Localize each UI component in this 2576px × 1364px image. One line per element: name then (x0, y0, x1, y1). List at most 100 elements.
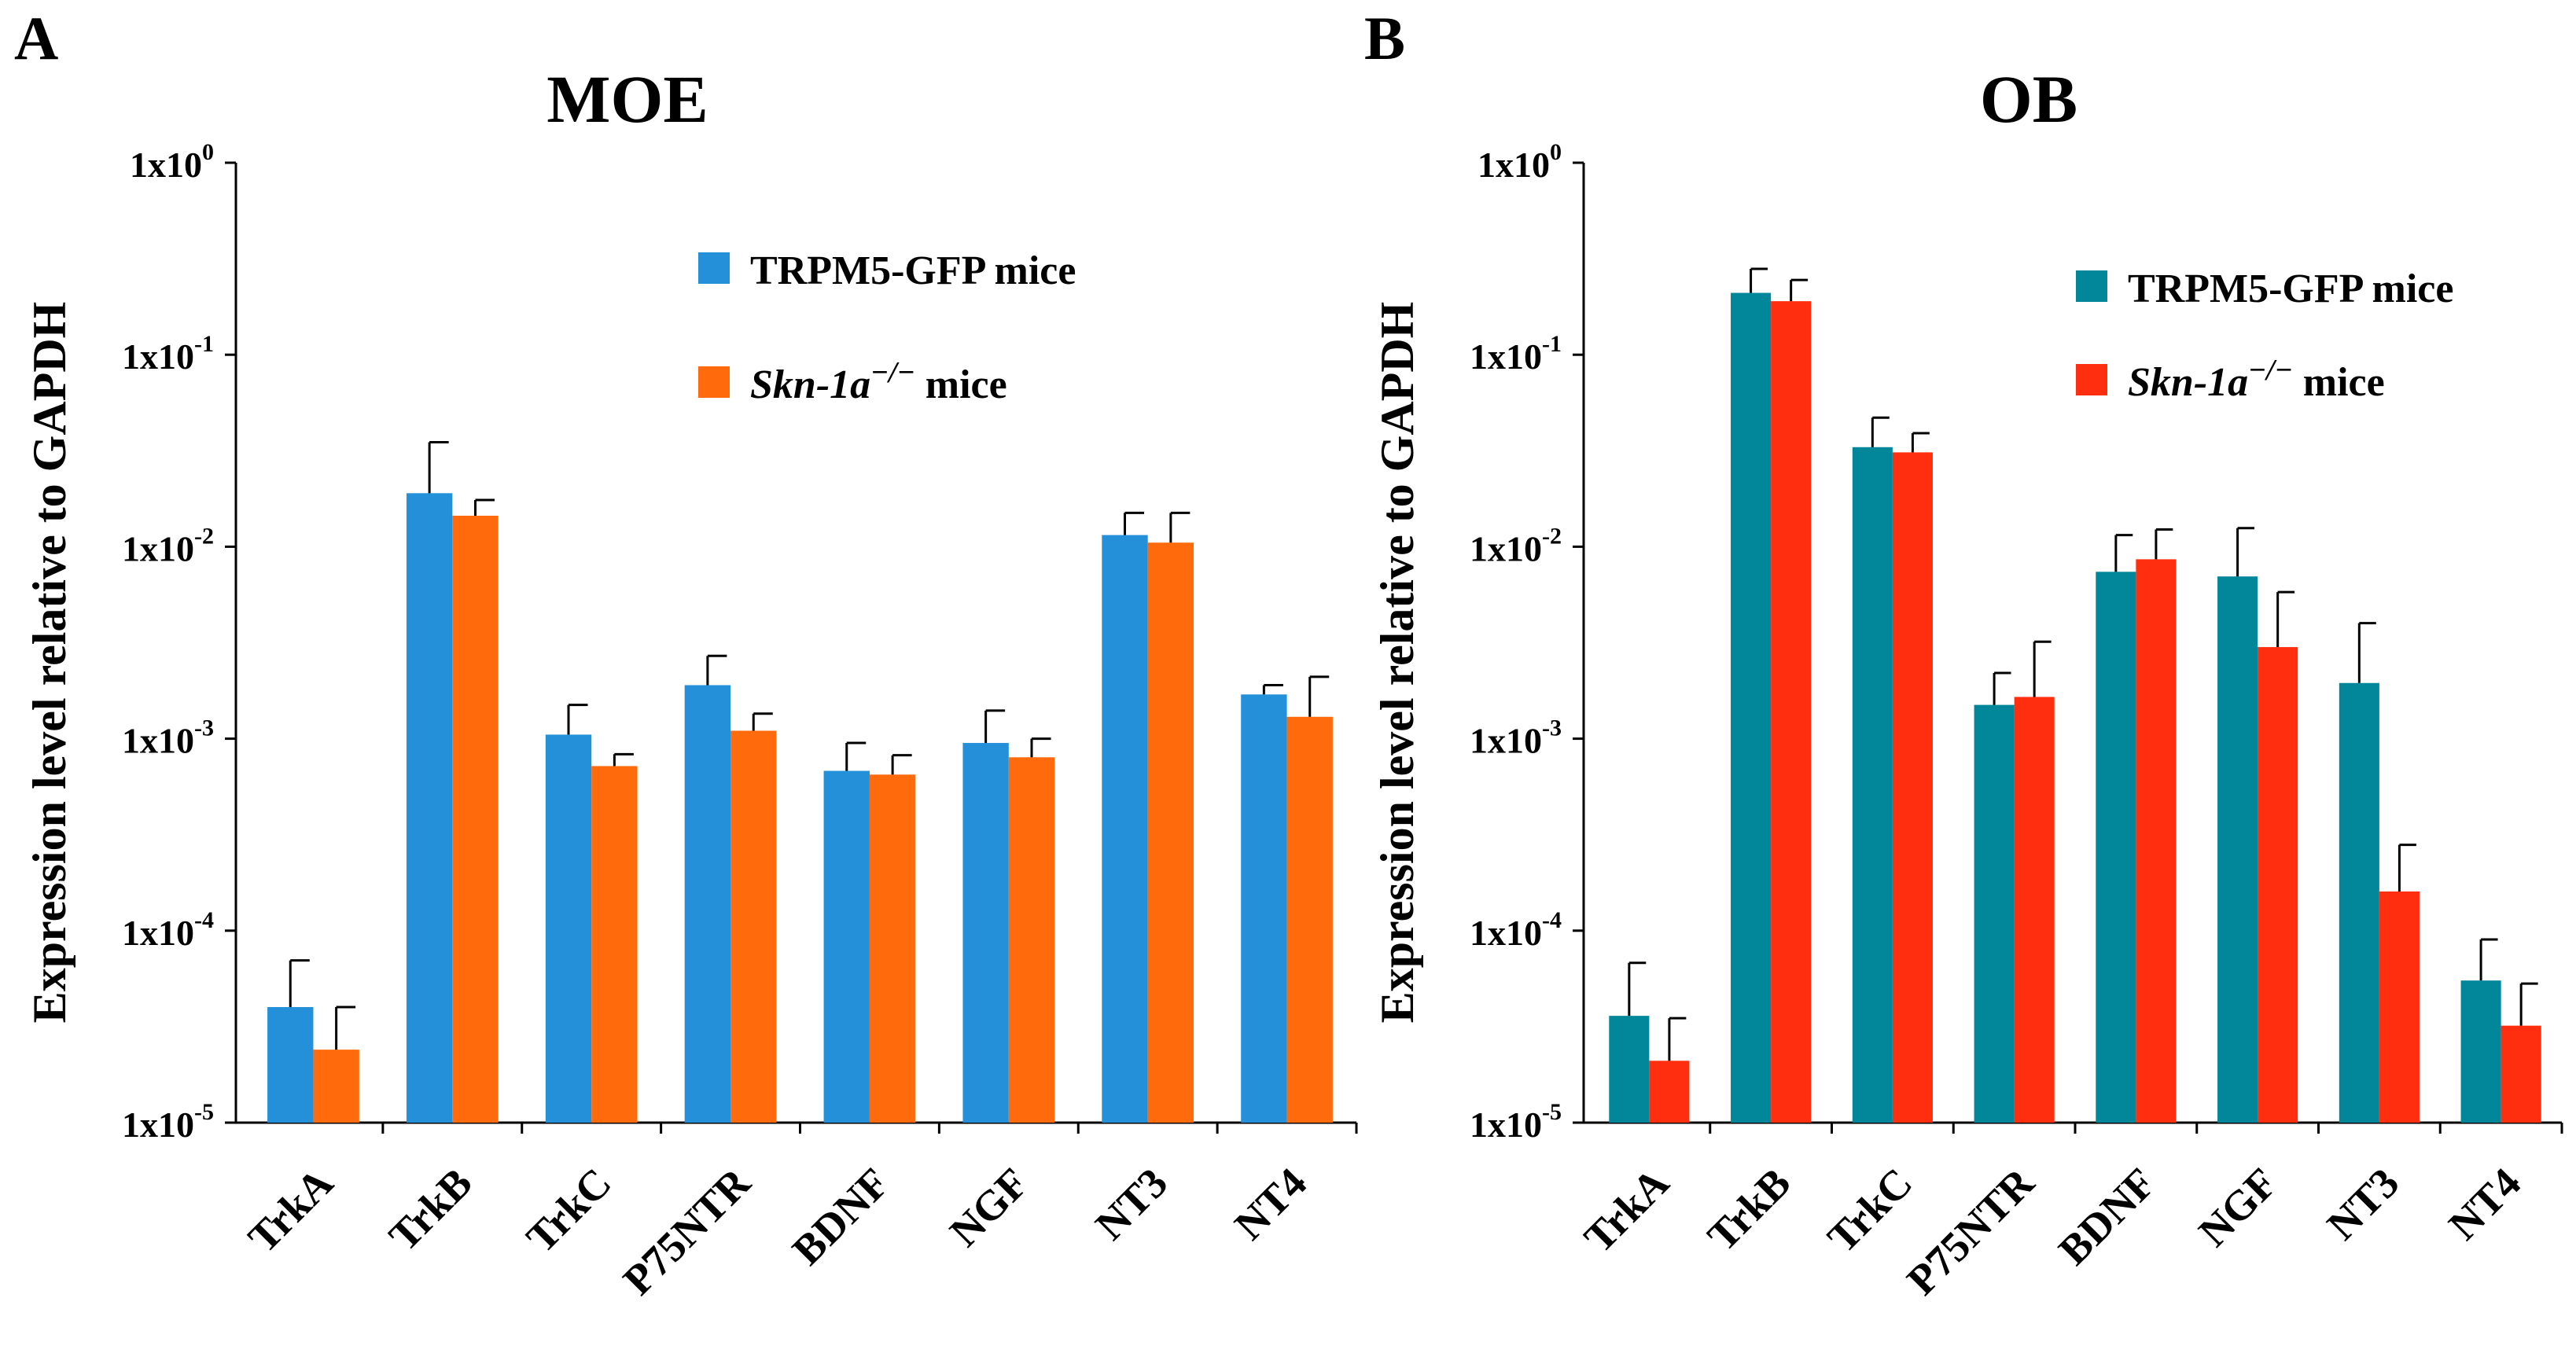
y-tick-label: 1x10-3 (122, 715, 214, 761)
bar-trkc-series-2 (1892, 452, 1933, 1123)
legend-label: TRPM5-GFP mice (2128, 267, 2453, 311)
y-tick-label: 1x100 (130, 139, 214, 185)
x-tick-label: NT4 (1225, 1159, 1316, 1249)
y-tick-base: 1x10 (1470, 913, 1542, 953)
y-tick-exponent: 0 (202, 139, 214, 165)
panel-a: A MOE Expression level relative to GAPDH 1x… (14, 4, 1358, 1304)
bar-bdnf-series-2 (869, 774, 916, 1123)
bar-nt4-series-2 (1286, 716, 1333, 1123)
bar-trka-series-1 (1609, 1016, 1650, 1123)
y-tick-label: 1x10-4 (1470, 907, 1562, 953)
legend: TRPM5-GFP mice Skn-1a−/− mice (2076, 267, 2453, 405)
legend-sup: −/− (870, 356, 915, 389)
bar-nt3-series-1 (1102, 535, 1148, 1123)
x-tick-label: TrkB (380, 1159, 481, 1260)
y-tick-label: 1x10-2 (1470, 523, 1562, 568)
y-tick-base: 1x10 (1470, 1105, 1542, 1145)
y-tick-base: 1x10 (1470, 528, 1542, 568)
y-tick-exponent: -4 (194, 907, 214, 933)
y-axis-label: Expression level relative to GAPDH (1371, 302, 1423, 1024)
legend: TRPM5-GFP mice Skn-1a−/− mice (698, 248, 1076, 407)
bar-ngf-series-1 (2217, 576, 2258, 1123)
y-tick-base: 1x10 (122, 528, 194, 568)
bar-ngf-series-2 (2258, 647, 2298, 1123)
legend-sup: −/− (2248, 354, 2293, 387)
bar-trka-series-1 (267, 1006, 314, 1123)
x-tick-label: P75NTR (614, 1158, 760, 1303)
legend-swatch (698, 252, 730, 284)
y-tick-base: 1x10 (1470, 336, 1542, 377)
bar-nt3-series-2 (1147, 542, 1194, 1123)
bar-trka-series-2 (313, 1050, 359, 1123)
y-tick-label: 1x10-4 (122, 907, 214, 953)
bar-trkb-series-1 (406, 493, 453, 1123)
y-tick-label: 1x10-1 (1470, 331, 1562, 377)
y-tick-base: 1x10 (122, 336, 194, 377)
legend-tail: mice (915, 362, 1007, 407)
y-tick-exponent: -1 (194, 331, 214, 357)
x-tick-label: TrkA (239, 1159, 342, 1262)
bar-ngf-series-2 (1008, 757, 1055, 1123)
y-tick-label: 1x100 (1478, 139, 1562, 185)
x-tick-label: NT3 (1087, 1159, 1177, 1249)
y-axis-label: Expression level relative to GAPDH (24, 302, 75, 1024)
bar-trkc-series-2 (591, 766, 638, 1123)
y-tick-label: 1x10-5 (122, 1099, 214, 1145)
bar-bdnf-series-1 (2096, 572, 2136, 1123)
x-tick-label: TrkC (517, 1159, 620, 1262)
y-tick-base: 1x10 (130, 145, 202, 185)
x-tick-label: TrkA (1575, 1159, 1678, 1262)
legend-label: TRPM5-GFP mice (750, 248, 1076, 293)
y-tick-label: 1x10-1 (122, 331, 214, 377)
y-tick-base: 1x10 (122, 721, 194, 761)
y-tick-base: 1x10 (1478, 145, 1550, 185)
bar-trkc-series-1 (545, 734, 592, 1123)
y-tick-exponent: -5 (194, 1099, 214, 1125)
x-tick-label: NGF (2190, 1159, 2287, 1256)
x-tick-label: TrkB (1698, 1159, 1800, 1260)
bar-bdnf-series-2 (2136, 559, 2177, 1123)
legend-text: TRPM5-GFP mice (2128, 267, 2453, 311)
bar-p75ntr-series-2 (2014, 697, 2055, 1123)
bar-p75ntr-series-1 (1974, 704, 2015, 1123)
y-tick-exponent: -3 (194, 715, 214, 741)
chart-title: MOE (546, 61, 708, 137)
panel-letter: B (1364, 4, 1405, 72)
y-tick-label: 1x10-5 (1470, 1099, 1562, 1145)
panel-b: B OB Expression level relative to GAPDH 1x1… (1364, 4, 2563, 1304)
y-tick-base: 1x10 (122, 913, 194, 953)
bar-trkb-series-2 (1771, 301, 1812, 1123)
y-tick-base: 1x10 (122, 1105, 194, 1145)
y-tick-exponent: -5 (1542, 1099, 1562, 1125)
y-tick-exponent: -2 (194, 523, 214, 549)
bar-p75ntr-series-2 (730, 730, 777, 1123)
bar-nt4-series-1 (2460, 980, 2501, 1123)
x-tick-label: TrkC (1819, 1159, 1922, 1262)
legend-text: TRPM5-GFP mice (750, 248, 1076, 293)
y-tick-exponent: -3 (1542, 715, 1562, 741)
bar-trkb-series-1 (1731, 292, 1772, 1123)
legend-tail: mice (2293, 360, 2385, 405)
x-tick-label: NGF (940, 1159, 1037, 1256)
x-tick-label: NT4 (2440, 1159, 2530, 1249)
y-tick-base: 1x10 (1470, 721, 1542, 761)
panel-letter: A (14, 4, 58, 72)
bar-nt3-series-1 (2339, 682, 2379, 1123)
y-tick-label: 1x10-3 (1470, 715, 1562, 761)
legend-swatch (698, 366, 730, 398)
bar-p75ntr-series-1 (684, 685, 731, 1123)
x-tick-label: NT3 (2318, 1159, 2409, 1249)
legend-label: Skn-1a−/− mice (2128, 354, 2385, 405)
legend-swatch (2076, 270, 2107, 302)
bar-bdnf-series-1 (823, 770, 870, 1123)
bar-nt4-series-1 (1241, 694, 1287, 1123)
x-tick-label: P75NTR (1898, 1158, 2044, 1303)
x-tick-label: BDNF (2049, 1159, 2164, 1274)
y-tick-label: 1x10-2 (122, 523, 214, 568)
bar-nt3-series-2 (2379, 891, 2420, 1123)
legend-swatch (2076, 364, 2107, 395)
y-tick-exponent: 0 (1550, 139, 1562, 165)
bar-trkb-series-2 (452, 515, 499, 1123)
bar-nt4-series-2 (2501, 1025, 2541, 1123)
